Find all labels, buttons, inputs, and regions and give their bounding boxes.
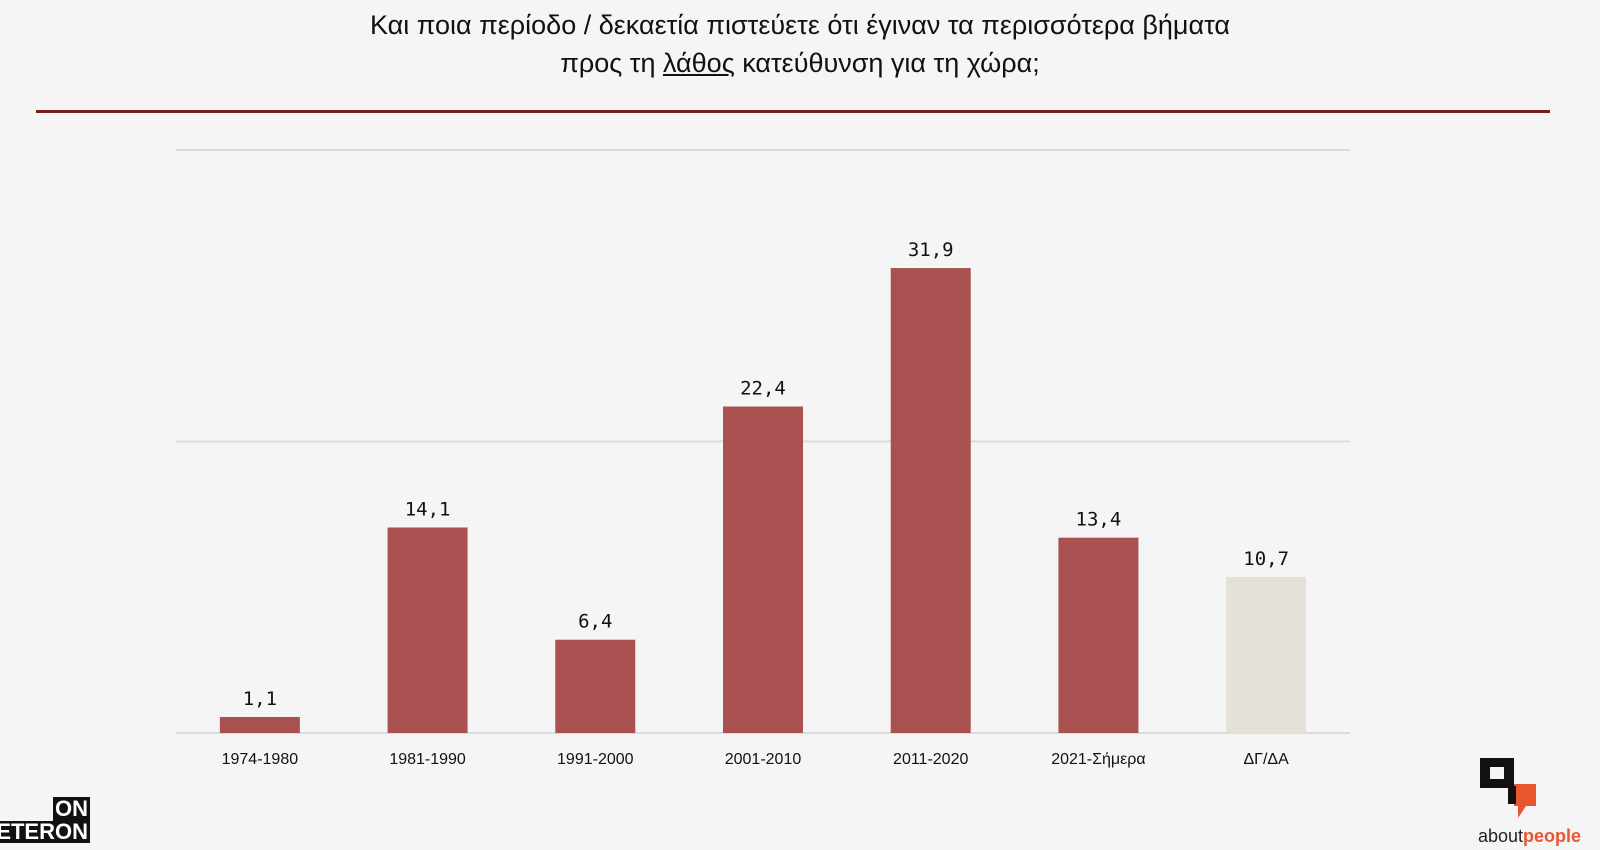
eteron-logo-bottom: ETERON	[0, 821, 90, 843]
bar-value-label: 6,4	[578, 611, 612, 633]
category-label: ΔΓ/ΔΑ	[1243, 751, 1289, 768]
chart-title-line2: προς τη λάθος κατεύθυνση για τη χώρα;	[0, 44, 1600, 82]
title-line2-underlined: λάθος	[662, 48, 735, 78]
aboutpeople-logo: aboutpeople	[1478, 756, 1600, 848]
aboutpeople-logo-text-accent: people	[1523, 826, 1582, 846]
title-line2-after: κατεύθυνση για τη χώρα;	[734, 48, 1040, 78]
bar-value-label: 31,9	[908, 239, 954, 261]
bar-3	[555, 639, 636, 733]
eteron-logo-top: ON	[53, 796, 90, 821]
category-label: 1981-1990	[389, 751, 466, 768]
chart-title: Και ποια περίοδο / δεκαετία πιστεύετε ότ…	[0, 6, 1600, 82]
bar-value-label: 10,7	[1243, 548, 1289, 570]
category-label: 2011-2020	[893, 751, 968, 768]
title-divider	[36, 110, 1550, 113]
category-label: 2021-Σήμερα	[1051, 751, 1145, 768]
category-label: 2001-2010	[725, 751, 802, 768]
bar-value-label: 22,4	[740, 378, 786, 400]
bar-value-label: 13,4	[1076, 509, 1122, 531]
chart-title-line1: Και ποια περίοδο / δεκαετία πιστεύετε ότ…	[369, 10, 1230, 40]
aboutpeople-logo-text-plain: about	[1478, 826, 1524, 846]
aboutpeople-logo-mark	[1480, 758, 1536, 818]
bar-6	[1058, 537, 1139, 733]
bar-4	[723, 406, 803, 733]
category-label: 1991-2000	[557, 751, 634, 768]
bar-value-label: 14,1	[405, 498, 451, 520]
category-label: 1974-1980	[222, 751, 299, 768]
bar-1	[219, 716, 300, 733]
title-line2-before: προς τη	[560, 48, 663, 78]
aboutpeople-logo-text: aboutpeople	[1478, 826, 1581, 846]
bar-7	[1226, 577, 1307, 733]
bar-2	[387, 527, 468, 733]
bar-5	[890, 268, 971, 733]
eteron-logo: ON ETERON	[0, 797, 90, 845]
bar-value-label: 1,1	[243, 688, 277, 710]
